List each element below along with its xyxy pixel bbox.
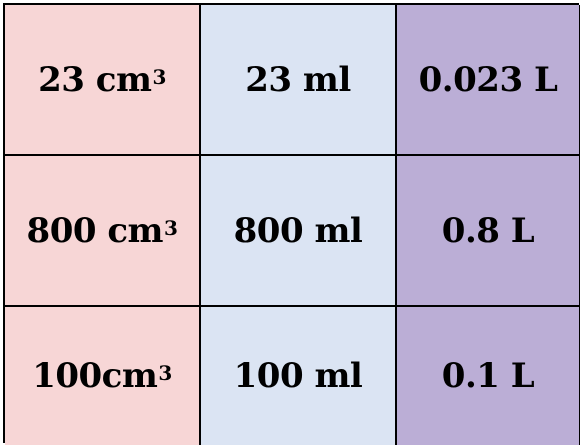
l-value: 0.023 L (418, 59, 558, 100)
cell-ml-row2: 800 ml (201, 156, 397, 307)
cell-l-row2: 0.8 L (397, 156, 580, 307)
cm3-value: 800 cm (26, 210, 164, 251)
cell-cm3-row1: 23 cm 3 (5, 5, 201, 156)
cm3-value: 100cm (32, 356, 158, 396)
cubed-superscript: 3 (158, 361, 172, 385)
cubed-superscript: 3 (164, 215, 178, 240)
l-value: 0.1 L (441, 356, 535, 396)
cm3-value: 23 cm (38, 59, 152, 100)
cell-ml-row3: 100 ml (201, 307, 397, 445)
ml-value: 100 ml (233, 356, 363, 396)
cell-ml-row1: 23 ml (201, 5, 397, 156)
ml-value: 23 ml (245, 59, 351, 100)
l-value: 0.8 L (441, 210, 535, 251)
cell-l-row1: 0.023 L (397, 5, 580, 156)
cell-cm3-row3: 100cm 3 (5, 307, 201, 445)
volume-conversion-table: 23 cm 3 23 ml 0.023 L 800 cm 3 800 ml 0.8 … (3, 3, 580, 445)
cubed-superscript: 3 (152, 64, 166, 89)
ml-value: 800 ml (233, 210, 363, 251)
cell-l-row3: 0.1 L (397, 307, 580, 445)
cell-cm3-row2: 800 cm 3 (5, 156, 201, 307)
